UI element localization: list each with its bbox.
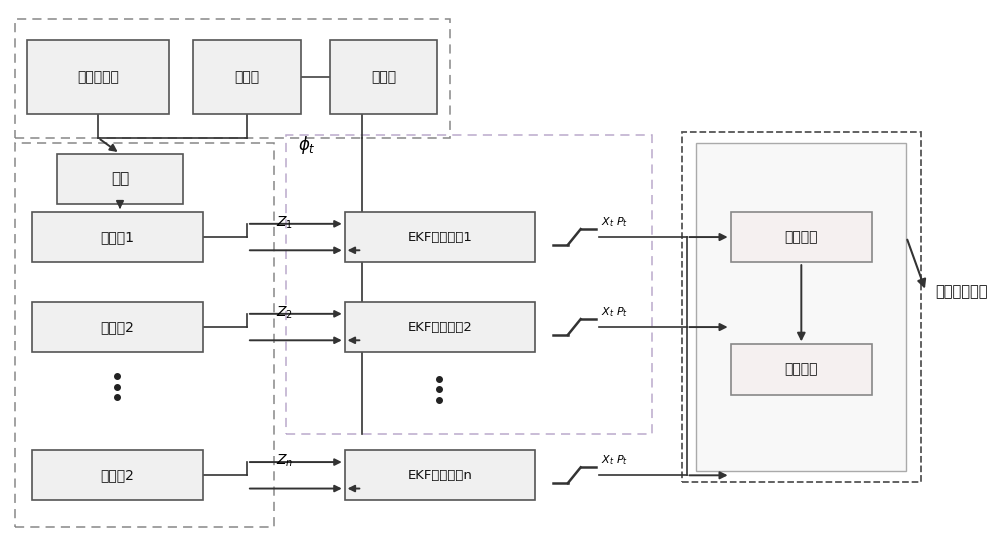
Text: 路标点2: 路标点2 (101, 320, 134, 334)
Bar (193, 40, 301, 114)
Text: $Z_n$: $Z_n$ (276, 453, 294, 469)
Text: 信息融合: 信息融合 (785, 230, 818, 244)
Bar (330, 40, 437, 114)
Bar (345, 450, 535, 500)
Bar (286, 135, 652, 434)
Bar (15, 19, 450, 138)
Text: 激光传感器: 激光传感器 (77, 70, 119, 84)
Bar (731, 212, 872, 262)
Text: 里程计: 里程计 (234, 70, 260, 84)
Bar (32, 302, 203, 352)
Text: EKF子滤波器n: EKF子滤波器n (407, 469, 472, 482)
Text: $Z_2$: $Z_2$ (276, 304, 293, 320)
Bar (345, 212, 535, 262)
Bar (731, 344, 872, 395)
Text: EKF子滤波器1: EKF子滤波器1 (407, 231, 472, 243)
Text: $X_t\ P_t$: $X_t\ P_t$ (601, 305, 628, 319)
Bar (27, 40, 169, 114)
Bar (682, 133, 921, 482)
Text: 状态更新: 状态更新 (785, 362, 818, 377)
Bar (32, 450, 203, 500)
Text: $X_t\ P_t$: $X_t\ P_t$ (601, 215, 628, 229)
Bar (345, 302, 535, 352)
Text: 路标点1: 路标点1 (101, 230, 135, 244)
Text: $\phi_t$: $\phi_t$ (298, 134, 316, 156)
Text: 磁罗盘: 磁罗盘 (371, 70, 396, 84)
Text: 位姿估计结果: 位姿估计结果 (936, 284, 988, 299)
Bar (57, 154, 183, 204)
Bar (15, 143, 274, 527)
Bar (32, 212, 203, 262)
Text: $Z_1$: $Z_1$ (276, 215, 293, 231)
Text: 匹配: 匹配 (111, 171, 129, 186)
Text: EKF子滤波器2: EKF子滤波器2 (407, 320, 472, 333)
Text: 路标点2: 路标点2 (101, 468, 134, 483)
Text: $X_t\ P_t$: $X_t\ P_t$ (601, 454, 628, 468)
Bar (696, 143, 906, 471)
